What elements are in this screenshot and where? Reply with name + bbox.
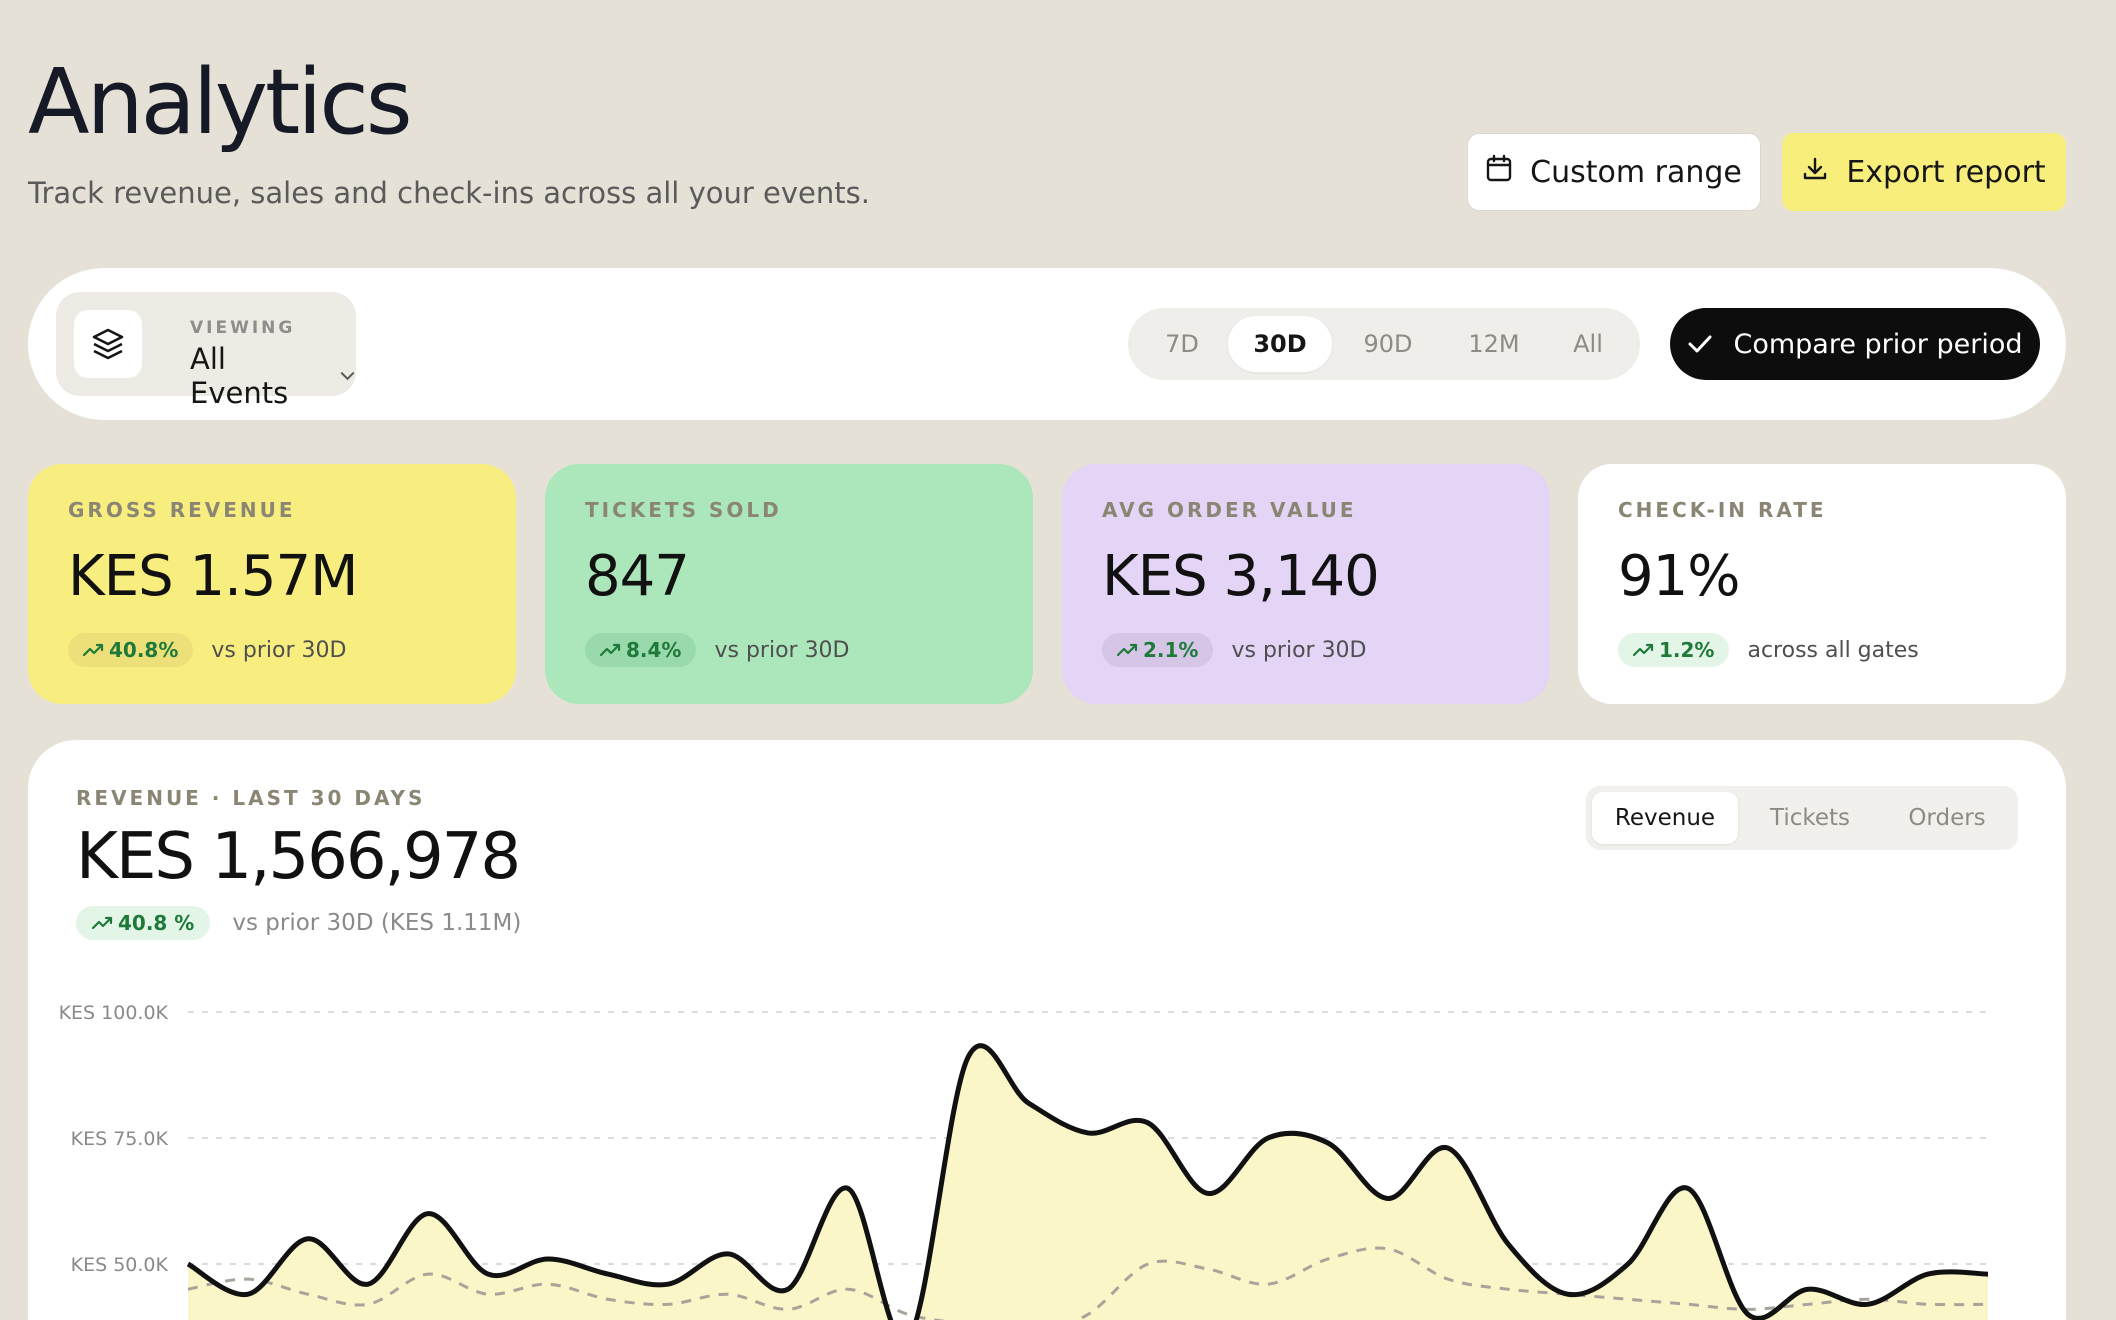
- revenue-chart: KES 100.0K KES 75.0K KES 50.0K: [59, 1002, 1989, 1320]
- period-12m[interactable]: 12M: [1468, 330, 1520, 358]
- kpi-delta: 40.8%: [109, 638, 179, 662]
- calendar-icon: [1486, 154, 1512, 190]
- kpi-delta-badge: 1.2%: [1618, 633, 1730, 667]
- kpi-value: 847: [585, 544, 690, 609]
- trend-up-icon: [600, 643, 621, 657]
- filter-bar: VIEWING All Events 7D 30D 90D 12M All Co…: [28, 268, 2066, 420]
- trend-up-icon: [1633, 643, 1654, 657]
- tab-orders[interactable]: Orders: [1908, 805, 1986, 831]
- chevron-down-icon: [340, 372, 355, 381]
- revenue-delta-badge: 40.8 %: [76, 906, 211, 940]
- period-all[interactable]: All: [1573, 330, 1603, 358]
- revenue-label: REVENUE · LAST 30 DAYS: [76, 786, 426, 810]
- page-subtitle: Track revenue, sales and check-ins acros…: [28, 176, 870, 210]
- event-selector[interactable]: VIEWING All Events: [56, 292, 356, 410]
- period-selector: 7D 30D 90D 12M All: [1128, 308, 1640, 380]
- revenue-delta: 40.8 %: [118, 911, 195, 935]
- revenue-line: [186, 1043, 1989, 1320]
- kpi-delta-badge: 2.1%: [1102, 633, 1214, 667]
- export-report-label: Export report: [1846, 154, 2046, 190]
- kpi-comparison: vs prior 30D: [714, 637, 850, 663]
- trend-up-icon: [83, 643, 104, 657]
- kpi-label: TICKETS SOLD: [585, 498, 782, 522]
- y-tick-label: KES 50.0K: [71, 1254, 169, 1276]
- download-icon: [1802, 155, 1828, 190]
- prior-period-line: [187, 1246, 1989, 1320]
- compare-label: Compare prior period: [1733, 328, 2023, 360]
- tab-revenue[interactable]: Revenue: [1592, 792, 1738, 844]
- kpi-comparison: vs prior 30D: [211, 637, 347, 663]
- revenue-comparison: vs prior 30D (KES 1.11M): [232, 910, 522, 936]
- viewing-value: All Events: [190, 342, 356, 410]
- layers-icon: [74, 310, 142, 378]
- kpi-delta-badge: 40.8%: [68, 633, 194, 667]
- custom-range-label: Custom range: [1530, 154, 1742, 190]
- kpi-label: AVG ORDER VALUE: [1102, 498, 1357, 522]
- y-tick-label: KES 100.0K: [59, 1002, 169, 1024]
- export-report-button[interactable]: Export report: [1782, 133, 2066, 211]
- compare-prior-period-button[interactable]: Compare prior period: [1670, 308, 2040, 380]
- kpi-value: KES 3,140: [1102, 544, 1380, 609]
- metric-tabs: Revenue Tickets Orders: [1586, 786, 2018, 850]
- kpi-comparison: across all gates: [1747, 637, 1919, 663]
- page-title: Analytics: [28, 50, 413, 155]
- viewing-label: VIEWING: [190, 318, 296, 338]
- y-tick-label: KES 75.0K: [71, 1128, 169, 1150]
- kpi-delta-badge: 8.4%: [585, 633, 697, 667]
- kpi-delta: 1.2%: [1659, 638, 1715, 662]
- trend-up-icon: [1117, 643, 1138, 657]
- revenue-area-fill: [188, 1046, 1988, 1320]
- kpi-card-tickets-sold: TICKETS SOLD 847 8.4% vs prior 30D: [545, 464, 1033, 704]
- kpi-comparison: vs prior 30D: [1231, 637, 1367, 663]
- kpi-card-avg-order-value: AVG ORDER VALUE KES 3,140 2.1% vs prior …: [1062, 464, 1550, 704]
- period-7d[interactable]: 7D: [1165, 330, 1199, 358]
- kpi-label: CHECK-IN RATE: [1618, 498, 1827, 522]
- kpi-value: KES 1.57M: [68, 544, 358, 609]
- kpi-card-gross-revenue: GROSS REVENUE KES 1.57M 40.8% vs prior 3…: [28, 464, 516, 704]
- kpi-card-check-in-rate: CHECK-IN RATE 91% 1.2% across all gates: [1578, 464, 2066, 704]
- trend-up-icon: [92, 916, 113, 930]
- kpi-delta: 2.1%: [1143, 638, 1199, 662]
- check-icon: [1688, 335, 1712, 353]
- kpi-label: GROSS REVENUE: [68, 498, 296, 522]
- viewing-value-text: All Events: [190, 342, 289, 410]
- revenue-panel: KES 100.0K KES 75.0K KES 50.0K REVENUE · L…: [28, 740, 2066, 1320]
- custom-range-button[interactable]: Custom range: [1467, 133, 1761, 211]
- tab-tickets[interactable]: Tickets: [1769, 805, 1851, 831]
- revenue-total: KES 1,566,978: [76, 820, 521, 894]
- kpi-value: 91%: [1618, 544, 1740, 609]
- period-90d[interactable]: 90D: [1363, 330, 1413, 358]
- period-30d[interactable]: 30D: [1228, 316, 1332, 372]
- kpi-delta: 8.4%: [626, 638, 682, 662]
